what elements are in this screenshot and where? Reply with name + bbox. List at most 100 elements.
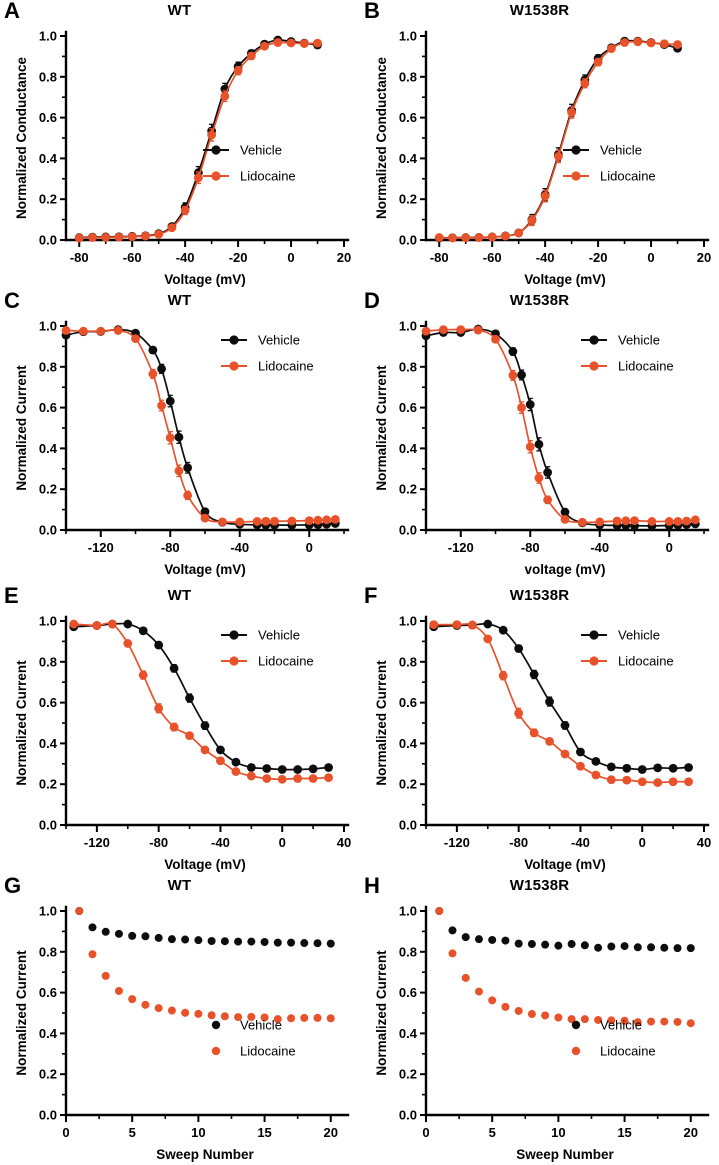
data-curve bbox=[433, 622, 689, 771]
legend-item-lidocaine: Lidocaine bbox=[581, 359, 674, 374]
panel-e: E WT 0.0 0.2 0.4 0.6 0.8 1.0 -120 -80 -40 0 40 Voltag… bbox=[0, 585, 359, 875]
legend-item-lidocaine: Lidocaine bbox=[581, 654, 674, 669]
data-curve bbox=[439, 40, 678, 239]
y-tick-label: 0.0 bbox=[39, 818, 57, 833]
data-point bbox=[461, 233, 471, 243]
data-point bbox=[61, 326, 71, 335]
data-point bbox=[141, 932, 150, 941]
data-point bbox=[167, 935, 176, 944]
data-point bbox=[647, 943, 656, 952]
x-tick-label: -80 bbox=[70, 250, 89, 265]
data-point bbox=[488, 935, 497, 944]
y-tick-label: 1.0 bbox=[39, 614, 57, 629]
data-point bbox=[508, 370, 518, 380]
plot-area: 0.0 0.2 0.4 0.6 0.8 1.0 -80 -60 -40 -20 0 20 Voltage… bbox=[374, 29, 711, 288]
data-point bbox=[474, 935, 483, 944]
y-tick-label: 0.8 bbox=[39, 654, 57, 669]
y-axis-label: Normalized Conductance bbox=[14, 56, 29, 219]
data-point bbox=[101, 971, 110, 980]
data-point bbox=[501, 231, 510, 241]
y-tick-label: 0.2 bbox=[399, 192, 417, 207]
y-tick-label: 0.4 bbox=[39, 1026, 58, 1041]
legend: Vehicle Lidocaine bbox=[203, 143, 296, 184]
y-tick-label: 0.4 bbox=[39, 736, 58, 751]
x-tick-label: -120 bbox=[88, 540, 114, 555]
data-point bbox=[88, 923, 97, 932]
data-point bbox=[541, 1011, 550, 1020]
y-tick-label: 1.0 bbox=[39, 29, 57, 44]
data-point bbox=[322, 515, 332, 525]
data-point bbox=[637, 777, 647, 787]
data-point bbox=[456, 325, 466, 335]
legend-label: Vehicle bbox=[240, 1018, 282, 1033]
data-point bbox=[621, 516, 631, 526]
data-point bbox=[620, 38, 629, 47]
y-tick-label: 0.6 bbox=[39, 985, 57, 1000]
data-point bbox=[246, 51, 256, 61]
data-point bbox=[207, 130, 217, 140]
data-point bbox=[141, 231, 150, 241]
data-point bbox=[313, 38, 322, 48]
data-point bbox=[633, 37, 643, 47]
data-point bbox=[216, 756, 225, 766]
data-point bbox=[313, 939, 322, 948]
data-point bbox=[591, 756, 601, 766]
y-tick-label: 0.4 bbox=[399, 1026, 418, 1041]
data-point bbox=[474, 987, 483, 996]
data-point bbox=[448, 233, 457, 243]
legend-marker bbox=[229, 630, 239, 640]
data-point bbox=[138, 626, 148, 636]
legend-item-vehicle: Vehicle bbox=[563, 143, 642, 158]
legend-label: Vehicle bbox=[618, 628, 660, 643]
data-point bbox=[180, 206, 190, 215]
data-point bbox=[534, 473, 544, 483]
data-point bbox=[595, 517, 605, 527]
legend: Vehicle Lidocaine bbox=[581, 333, 674, 374]
data-point bbox=[541, 940, 550, 949]
y-tick-label: 0.2 bbox=[399, 777, 417, 792]
panel-d: D W1538R 0.0 0.2 0.4 0.6 0.8 1.0 -120 -80 -40 0 volt… bbox=[360, 290, 719, 580]
legend: Vehicle Lidocaine bbox=[221, 333, 314, 374]
panel-f: F W1538R 0.0 0.2 0.4 0.6 0.8 1.0 -120 -80 -40 0 40 Vo… bbox=[360, 585, 719, 875]
data-point bbox=[304, 516, 314, 526]
data-point bbox=[606, 775, 616, 785]
panel-letter: C bbox=[4, 288, 20, 313]
x-tick-label: -80 bbox=[521, 540, 540, 555]
data-point bbox=[185, 693, 194, 703]
data-point bbox=[300, 939, 309, 948]
data-point bbox=[157, 401, 166, 410]
legend-marker bbox=[571, 145, 581, 155]
legend-label: Lidocaine bbox=[600, 169, 656, 184]
data-point bbox=[560, 514, 570, 524]
data-point bbox=[659, 39, 669, 49]
data-point bbox=[514, 1006, 523, 1015]
x-tick-label: 0 bbox=[306, 540, 313, 555]
data-point bbox=[200, 513, 210, 523]
legend-label: Lidocaine bbox=[600, 1044, 656, 1059]
data-point bbox=[246, 771, 256, 781]
y-tick-label: 0.4 bbox=[39, 151, 58, 166]
data-point bbox=[514, 708, 524, 718]
data-point bbox=[620, 1016, 629, 1025]
x-tick-label: 40 bbox=[697, 835, 711, 850]
y-tick-label: 0.0 bbox=[39, 523, 57, 538]
data-point bbox=[128, 995, 137, 1004]
data-point bbox=[529, 670, 539, 679]
y-tick-label: 0.4 bbox=[399, 736, 418, 751]
data-point bbox=[154, 1004, 163, 1013]
x-axis-label: Voltage (mV) bbox=[164, 562, 246, 577]
data-point bbox=[262, 774, 272, 783]
y-tick-label: 0.8 bbox=[399, 359, 417, 374]
y-tick-label: 0.2 bbox=[39, 1067, 57, 1082]
data-point bbox=[607, 942, 616, 951]
legend-item-lidocaine: Lidocaine bbox=[221, 359, 314, 374]
data-point bbox=[246, 763, 256, 772]
y-axis-label: Normalized Current bbox=[374, 950, 389, 1076]
x-tick-label: -80 bbox=[149, 835, 168, 850]
data-point bbox=[673, 40, 682, 49]
legend-item-lidocaine: Lidocaine bbox=[571, 1044, 656, 1059]
y-axis-label: Normalized Current bbox=[374, 365, 389, 491]
data-point bbox=[114, 232, 124, 242]
y-tick-label: 0.6 bbox=[39, 695, 57, 710]
y-tick-label: 1.0 bbox=[399, 319, 417, 334]
